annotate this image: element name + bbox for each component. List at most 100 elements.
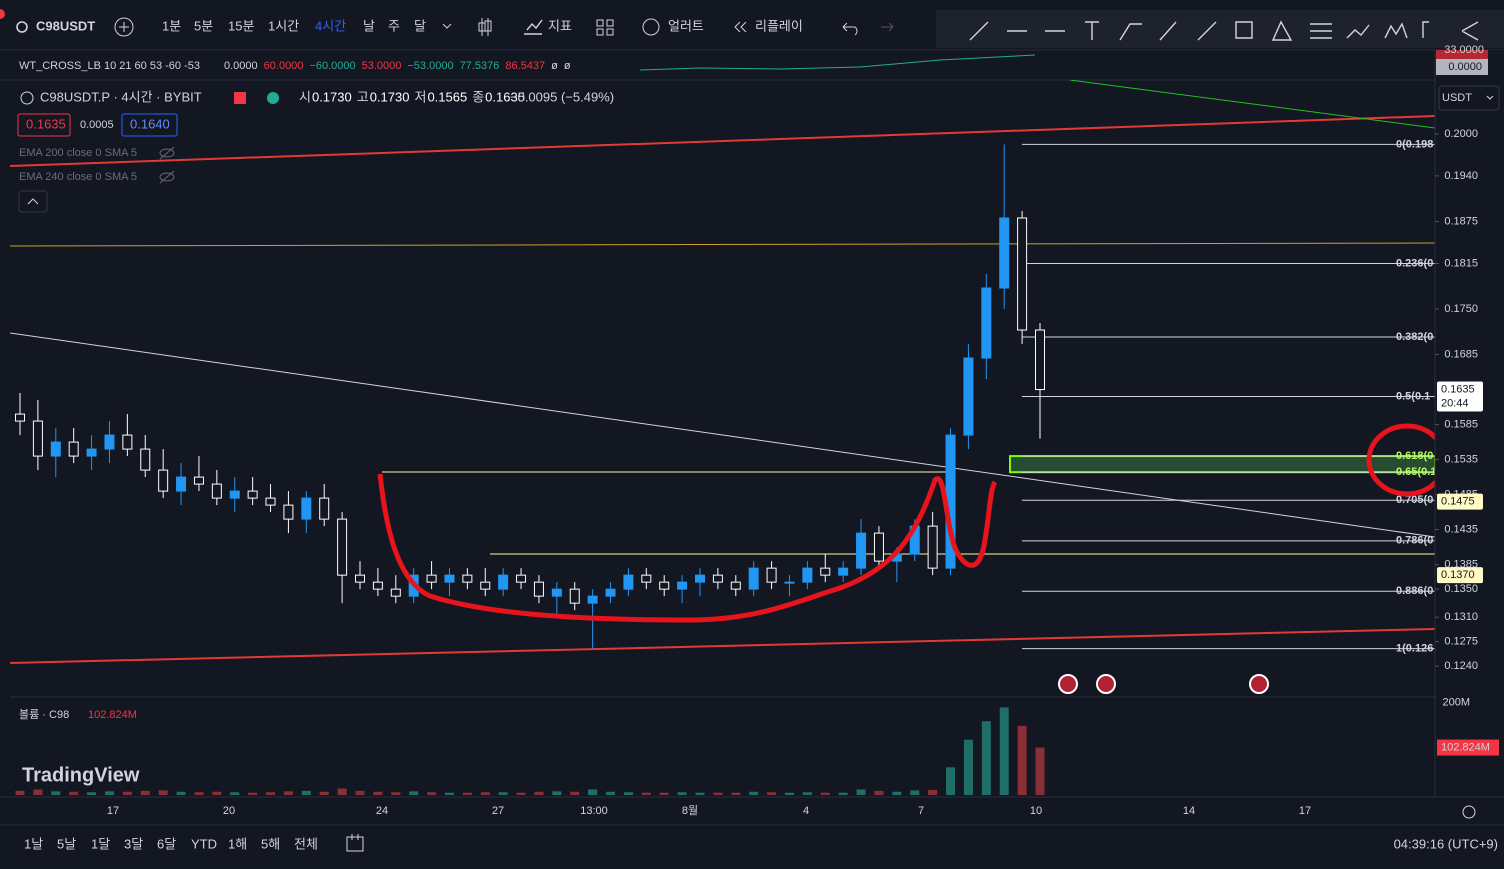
price-ticks: 0.2000 0.1940 0.1875 0.1815 0.1750 0.1685 0.15… bbox=[1435, 128, 1499, 756]
legend-title: C98USDT.P · 4시간 · BYBIT bbox=[40, 89, 202, 104]
search-icon[interactable] bbox=[16, 21, 28, 33]
volume-bar bbox=[1035, 747, 1045, 795]
candle-body bbox=[229, 490, 240, 499]
price-label: 0.1635 bbox=[1441, 383, 1475, 395]
range-button[interactable]: 전체 bbox=[294, 836, 318, 851]
candle-body bbox=[712, 574, 723, 583]
undo[interactable] bbox=[842, 22, 858, 36]
chart-type[interactable] bbox=[478, 18, 492, 36]
volume-bar bbox=[122, 791, 132, 795]
candle-body bbox=[122, 434, 133, 450]
candle-body bbox=[641, 574, 652, 583]
fib-label: 0.786(0 bbox=[1396, 535, 1433, 547]
currency-select[interactable] bbox=[1438, 85, 1500, 111]
redo[interactable] bbox=[881, 22, 894, 32]
event-markers[interactable] bbox=[1058, 674, 1269, 694]
candle-body bbox=[587, 595, 598, 604]
range-button[interactable]: 1달 bbox=[91, 836, 110, 851]
indicator-value: −60.0000 bbox=[309, 60, 355, 72]
time-tick-label: 20 bbox=[223, 805, 235, 817]
candle-body bbox=[748, 567, 759, 590]
range-button[interactable]: 1해 bbox=[228, 836, 247, 851]
range-button[interactable]: 6달 bbox=[157, 836, 176, 851]
fib-label: 0(0.198 bbox=[1396, 138, 1433, 150]
layouts[interactable] bbox=[596, 19, 614, 36]
range-button[interactable]: 5해 bbox=[261, 836, 280, 851]
candle-body bbox=[838, 567, 849, 576]
indicator-value: ø bbox=[564, 60, 571, 72]
volume-title: 볼륨 · C98 bbox=[19, 708, 69, 721]
interval[interactable]: 달 bbox=[414, 18, 426, 33]
volume-bar bbox=[606, 791, 616, 795]
candle-body bbox=[140, 448, 151, 471]
volume-bar bbox=[731, 792, 741, 795]
indicators[interactable]: 지표 bbox=[548, 18, 572, 33]
bid: 0.1635 bbox=[26, 116, 66, 131]
volume-bar bbox=[87, 792, 97, 795]
interval[interactable]: 날 bbox=[363, 18, 375, 33]
volume-bar bbox=[838, 792, 848, 795]
time-tick-label: 8월 bbox=[682, 804, 698, 817]
trend-line bbox=[10, 628, 1435, 664]
range-button[interactable]: YTD bbox=[191, 836, 217, 851]
price-tick-label: 0.1275 bbox=[1444, 636, 1478, 648]
candle-body bbox=[50, 441, 61, 457]
interval[interactable]: 1시간 bbox=[268, 18, 299, 33]
volume-bar bbox=[409, 791, 419, 795]
hide-icon[interactable] bbox=[159, 146, 175, 184]
ohlc-key: 고 bbox=[357, 89, 369, 104]
indicator-value: 0.0000 bbox=[224, 60, 258, 72]
interval[interactable]: 주 bbox=[388, 18, 400, 33]
ohlc-key: 저 bbox=[414, 89, 426, 104]
alert-icon[interactable] bbox=[642, 18, 660, 36]
collapse[interactable] bbox=[18, 190, 48, 213]
time-tick-label: 17 bbox=[107, 805, 119, 817]
drawing-tools[interactable] bbox=[969, 20, 1479, 41]
time-tick-label: 27 bbox=[492, 805, 504, 817]
interval-menu[interactable] bbox=[442, 23, 452, 29]
currency[interactable]: USDT bbox=[1442, 92, 1472, 104]
indicator-legend: WT_CROSS_LB 10 21 60 53 -60 -53 0.0000 60.… bbox=[19, 60, 571, 72]
replay[interactable]: 리플레이 bbox=[755, 18, 803, 33]
range-button[interactable]: 5날 bbox=[57, 836, 76, 851]
range-button[interactable]: 3달 bbox=[124, 836, 143, 851]
volume-bar bbox=[248, 792, 258, 795]
range-button[interactable]: 1날 bbox=[24, 836, 43, 851]
volume-bar bbox=[462, 792, 472, 795]
countdown: 20:44 bbox=[1441, 397, 1469, 409]
replay-icon[interactable] bbox=[734, 21, 747, 33]
volume-bar bbox=[480, 792, 490, 795]
goto-date[interactable] bbox=[346, 834, 364, 852]
volume-bar bbox=[695, 792, 705, 795]
interval[interactable]: 15분 bbox=[228, 18, 254, 33]
price-tick-label: 0.1685 bbox=[1444, 348, 1478, 360]
settings[interactable] bbox=[1462, 805, 1476, 819]
indicator-label: EMA 200 close 0 SMA 5 bbox=[19, 147, 137, 159]
interval[interactable]: 1분 bbox=[162, 18, 181, 33]
volume-bar bbox=[946, 767, 956, 795]
candle-body bbox=[766, 567, 777, 583]
add-symbol[interactable] bbox=[114, 17, 134, 37]
price-label-box bbox=[1437, 567, 1483, 584]
volume-bar bbox=[981, 721, 991, 795]
horizontal-line bbox=[10, 242, 1435, 247]
volume-bar bbox=[283, 791, 293, 795]
candle-body bbox=[15, 413, 25, 422]
volume-bar bbox=[319, 791, 329, 795]
indicators-icon[interactable] bbox=[524, 19, 543, 35]
time-axis: 17 20 24 27 13:00 8월 4 7 10 14 17 bbox=[107, 804, 1311, 817]
interval[interactable]: 5분 bbox=[194, 18, 213, 33]
trend-line bbox=[1069, 80, 1435, 129]
ask-box[interactable] bbox=[121, 113, 178, 137]
volume-last-box bbox=[1437, 739, 1499, 756]
plot: 0(0.198 0.236(0 0.382(0 0.5(0.1 0.618(0 0.65(… bbox=[15, 138, 1435, 655]
volume-bar bbox=[767, 792, 777, 795]
volume-bar bbox=[641, 792, 651, 795]
bid-box[interactable] bbox=[17, 113, 71, 137]
interval[interactable]: 4시간 bbox=[315, 18, 346, 33]
volume-tick-label: 200M bbox=[1442, 697, 1470, 709]
alert[interactable]: 얼러트 bbox=[668, 18, 704, 33]
symbol[interactable]: C98USDT bbox=[36, 18, 95, 33]
volume-bar bbox=[33, 789, 43, 795]
